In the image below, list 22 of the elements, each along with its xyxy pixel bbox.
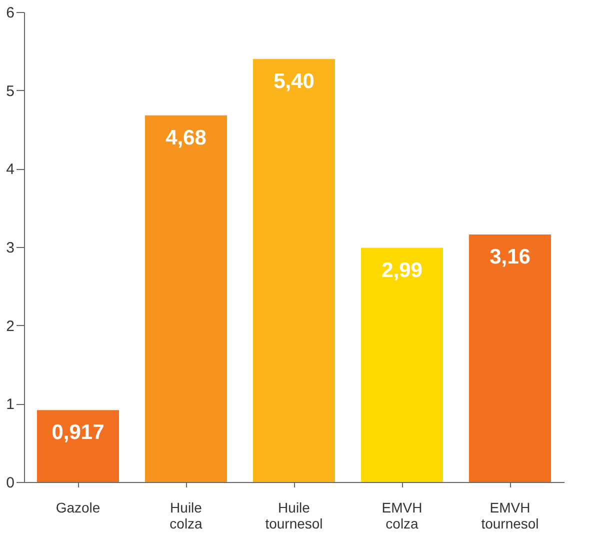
data-label: 3,16 [490,245,530,268]
data-label: 4,68 [166,126,207,150]
y-tick-label: 5 [6,82,14,100]
y-tick-label: 6 [6,4,14,22]
y-tick-label: 2 [6,318,14,335]
y-tick-label: 1 [6,396,14,414]
bar [469,234,551,482]
x-tick-label: Huile tournesol [265,500,323,532]
bar [37,410,119,482]
x-tick-label: EMVH tournesol [481,500,539,532]
y-tick-label: 3 [6,240,14,256]
x-tick-label: Gazole [56,500,100,516]
data-label: 0,917 [52,421,104,444]
x-tick-label: Huile colza [170,500,203,532]
bar [361,248,443,482]
y-tick-label: 0 [6,474,14,492]
data-label: 2,99 [382,258,422,282]
data-label: 5,40 [274,70,314,93]
bar [253,59,335,482]
bar [145,115,227,482]
x-tick-label: EMVH colza [382,500,422,532]
y-tick-label: 4 [6,161,14,178]
